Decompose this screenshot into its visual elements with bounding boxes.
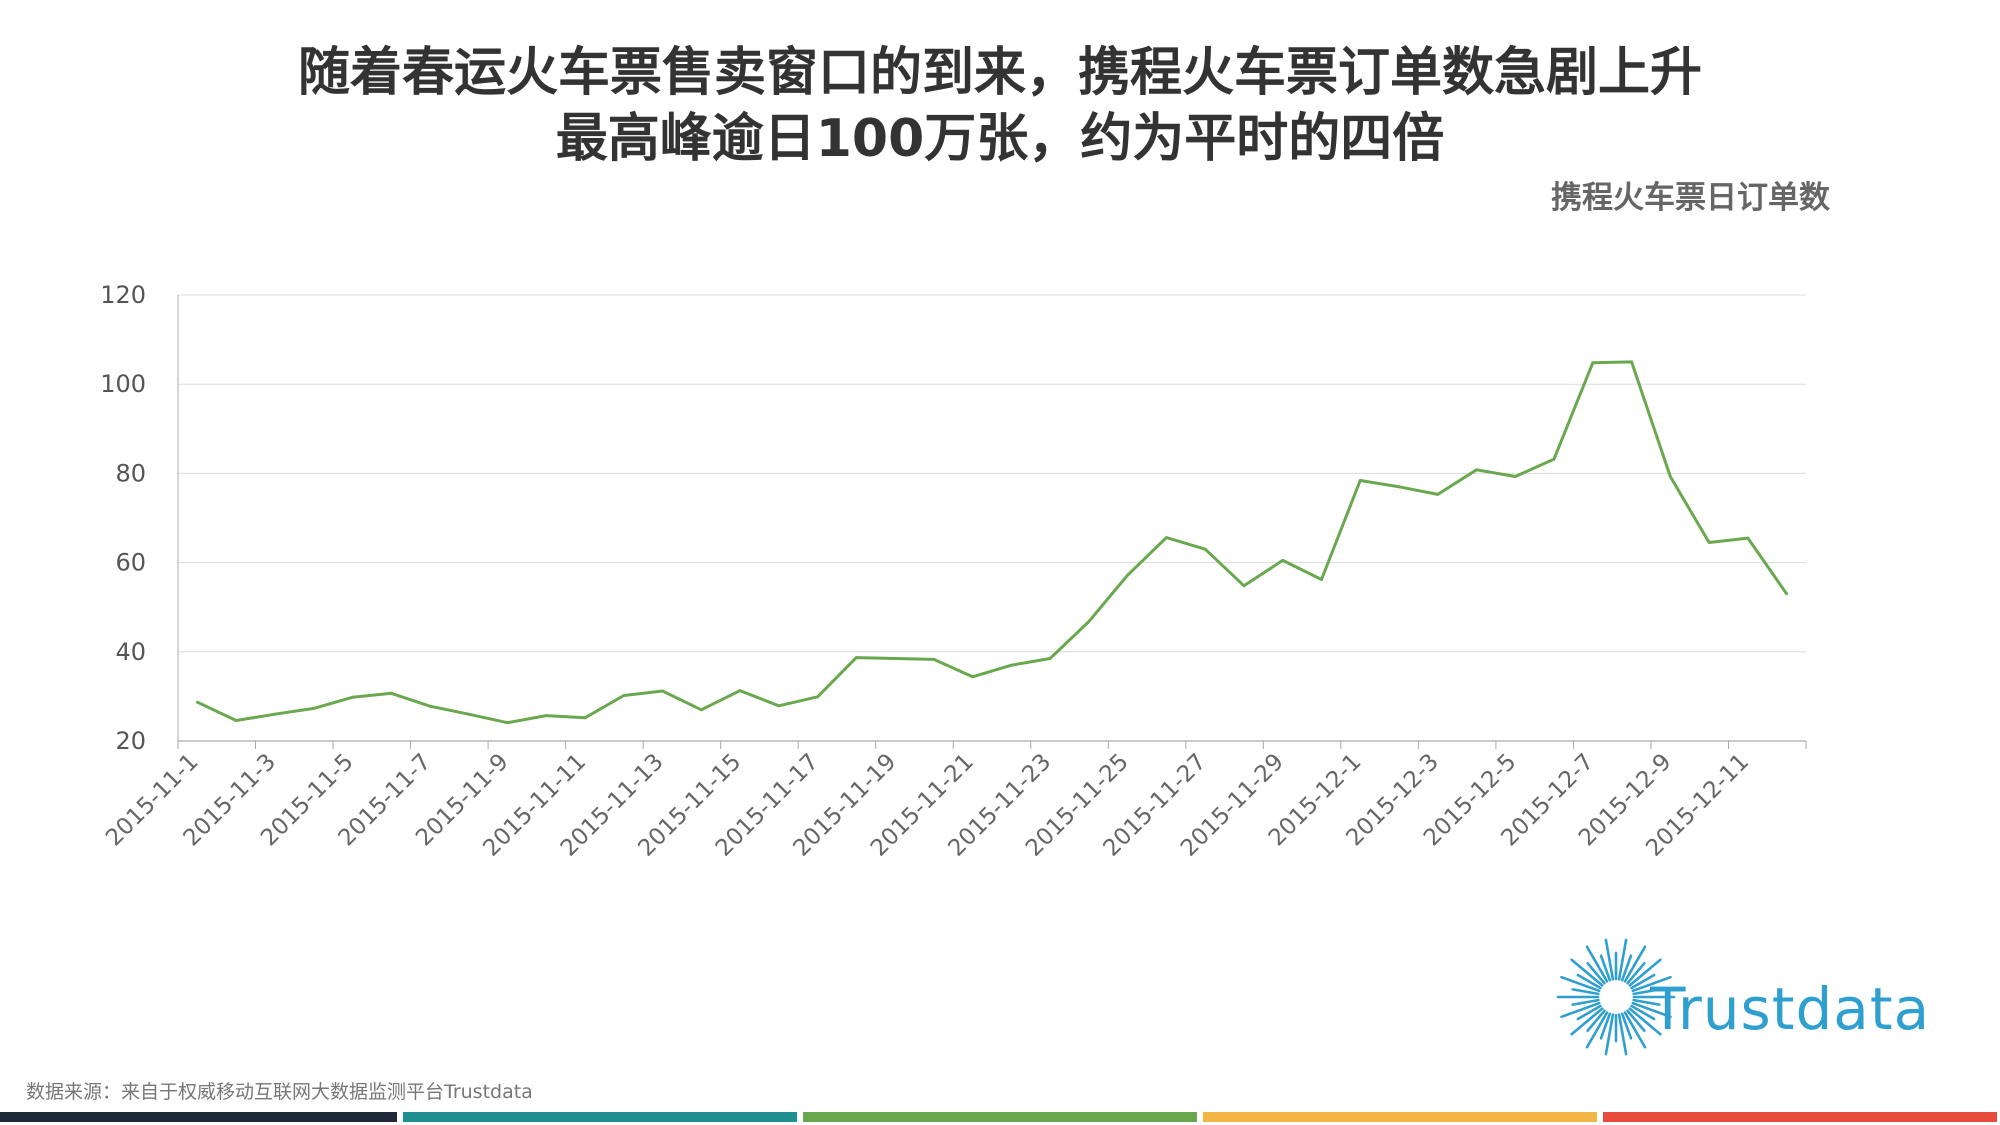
logo-ray bbox=[1631, 975, 1672, 993]
logo-ray bbox=[1560, 975, 1601, 993]
logo-ray bbox=[1604, 938, 1615, 981]
data-point bbox=[467, 712, 471, 716]
footer-color-bars bbox=[0, 1112, 2000, 1122]
title-line-2: 最高峰逾日100万张，约为平时的四倍 bbox=[555, 109, 1445, 169]
data-point bbox=[196, 700, 199, 704]
logo-ray bbox=[1570, 1007, 1604, 1036]
logo-ray bbox=[1632, 988, 1661, 996]
series-line bbox=[196, 360, 1788, 725]
data-point bbox=[506, 721, 509, 725]
chart-title: 携程火车票日订单数 bbox=[1551, 180, 1830, 216]
footer-color-segment bbox=[0, 1112, 397, 1122]
data-point bbox=[428, 704, 432, 708]
data-point bbox=[583, 716, 587, 720]
data-point bbox=[1513, 475, 1517, 478]
data-source-note: 数据来源：来自于权威移动互联网大数据监测平台Trustdata bbox=[26, 1081, 533, 1103]
logo-ray bbox=[1628, 1007, 1662, 1036]
data-point bbox=[893, 657, 897, 660]
logo-ray bbox=[1632, 998, 1661, 1006]
logo-ray bbox=[1623, 945, 1647, 983]
logo-ray bbox=[1626, 961, 1646, 985]
data-point bbox=[1320, 578, 1323, 581]
y-tick-label: 20 bbox=[115, 727, 146, 755]
footer-color-segment bbox=[803, 1112, 1197, 1122]
data-point bbox=[1203, 547, 1207, 551]
data-point bbox=[1165, 536, 1168, 539]
footer-color-segment bbox=[403, 1112, 797, 1122]
y-tick-label: 80 bbox=[115, 459, 146, 487]
data-point bbox=[1475, 468, 1478, 472]
data-point bbox=[1397, 485, 1401, 489]
logo-ray bbox=[1585, 1011, 1609, 1049]
data-point bbox=[1242, 584, 1246, 588]
logo-ray bbox=[1571, 998, 1600, 1006]
data-point bbox=[699, 708, 703, 712]
data-point bbox=[351, 695, 354, 699]
logo-ray bbox=[1631, 1001, 1672, 1019]
y-tick-label: 120 bbox=[100, 281, 146, 309]
logo-ray bbox=[1571, 988, 1600, 996]
data-point bbox=[1281, 559, 1285, 562]
logo-ray bbox=[1620, 1012, 1633, 1040]
y-tick-label: 60 bbox=[115, 549, 146, 577]
logo-ray bbox=[1626, 1009, 1646, 1033]
logo-ray bbox=[1630, 1004, 1656, 1021]
data-point bbox=[1785, 592, 1788, 596]
data-point bbox=[273, 712, 277, 716]
data-point bbox=[932, 658, 936, 661]
logo-ray bbox=[1576, 973, 1602, 990]
data-point bbox=[661, 689, 664, 693]
footer-color-segment bbox=[1203, 1112, 1597, 1122]
data-point bbox=[1048, 657, 1052, 660]
data-point bbox=[1126, 573, 1130, 577]
footer-color-segment bbox=[1603, 1112, 1997, 1122]
logo-ray bbox=[1570, 958, 1604, 987]
title-line-1: 随着春运火车票售卖窗口的到来，携程火车票订单数急剧上升 bbox=[297, 43, 1702, 103]
logo-ray bbox=[1586, 961, 1606, 985]
data-point bbox=[312, 707, 316, 710]
data-point bbox=[971, 675, 974, 679]
data-point bbox=[777, 704, 781, 708]
data-point bbox=[1630, 360, 1633, 364]
logo-ray bbox=[1617, 938, 1628, 981]
y-tick-label: 100 bbox=[100, 370, 146, 398]
data-point bbox=[1668, 475, 1672, 478]
logo-ray bbox=[1599, 1012, 1612, 1040]
data-point bbox=[816, 695, 819, 699]
data-point bbox=[738, 689, 742, 692]
slide-title: 随着春运火车票售卖窗口的到来，携程火车票订单数急剧上升 最高峰逾日100万张，约… bbox=[0, 40, 2000, 172]
data-point bbox=[1746, 536, 1750, 540]
logo-ray bbox=[1630, 973, 1656, 990]
data-point bbox=[622, 694, 626, 697]
logo-ray bbox=[1620, 954, 1633, 982]
logo-ray bbox=[1599, 954, 1612, 982]
logo-text: Trustdata bbox=[1650, 975, 1931, 1043]
data-point bbox=[1436, 493, 1440, 496]
data-point bbox=[389, 691, 393, 695]
data-point bbox=[1087, 620, 1091, 623]
data-point bbox=[1707, 541, 1711, 544]
logo-ray bbox=[1617, 1013, 1628, 1056]
data-point bbox=[544, 714, 548, 717]
data-point bbox=[1358, 479, 1362, 482]
data-point bbox=[234, 719, 238, 722]
data-point bbox=[854, 656, 858, 659]
data-point bbox=[1591, 361, 1595, 365]
y-tick-label: 40 bbox=[115, 638, 146, 666]
logo-ray bbox=[1560, 1001, 1601, 1019]
logo-ray bbox=[1585, 945, 1609, 983]
data-point bbox=[1552, 457, 1556, 461]
data-point bbox=[1010, 663, 1013, 667]
logo-ray bbox=[1628, 958, 1662, 987]
logo-ray bbox=[1586, 1009, 1606, 1033]
logo-ray bbox=[1576, 1004, 1602, 1021]
logo-ray bbox=[1604, 1013, 1615, 1056]
trustdata-logo-icon bbox=[1556, 938, 1676, 1056]
logo-ray bbox=[1623, 1011, 1647, 1049]
